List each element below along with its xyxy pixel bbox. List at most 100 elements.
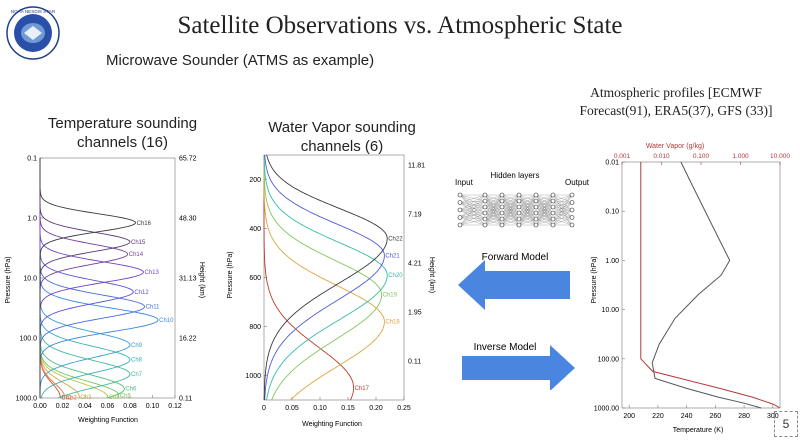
network-connection [535,218,554,226]
network-connection [501,200,520,226]
temperature-series-label: Ch14 [129,252,144,258]
network-node [533,210,539,216]
page-number: 5 [774,411,798,437]
network-node [499,192,505,198]
network-connection [552,200,573,203]
temperature-series-label: Ch2 [66,396,78,402]
temperature-xlabel: Weighting Function [78,417,138,424]
network-connection [459,217,486,226]
profiles-panel-title: Atmospheric profiles [ECMWF Forecast(91)… [579,85,773,118]
profile-plot-frame [621,161,781,409]
network-connection [552,206,573,211]
network-connection [518,218,537,226]
hidden-layers-label: Hidden layers [491,171,540,180]
temperature-x-tick-label: 0.00 [33,403,47,410]
network-connection [484,194,503,220]
profile-y-tick-label: 100.00 [598,356,620,363]
network-connection [501,194,520,214]
water-vapor-y2-tick-label: 0.11 [408,358,421,365]
water-vapor-series-ch17 [263,155,355,401]
network-node [499,222,505,228]
water-vapor-y-tick-label: 600 [249,275,261,282]
network-connection [501,194,520,220]
water-vapor-weighting-chart: Pressure (hPa) Height (km) Weighting Fun… [227,154,435,428]
profile-x-tick-label: 260 [710,413,722,420]
network-connection [552,200,573,226]
network-connection [535,200,554,226]
temperature-series-ch16 [39,158,137,398]
network-connection [552,212,573,218]
temperature-series-ch5 [39,158,120,399]
network-node [569,192,575,198]
temperature-series-label: Ch6 [125,387,137,393]
network-connection [459,202,486,208]
profile-top-label: Water Vapor (g/kg) [646,143,704,150]
profile-y-tick-label: 0.10 [605,209,619,216]
atmospheric-profile-chart: Water Vapor (g/kg) Pressure (hPa) Temper… [591,143,790,434]
temperature-panel-title: Temperature sounding channels (16) [47,115,198,151]
water-vapor-y2-tick-label: 11.81 [408,162,425,169]
profile-x-tick-label: 200 [623,413,635,420]
water-vapor-x-tick-label: 0.20 [369,405,383,412]
network-connection [552,200,573,211]
network-node [516,222,522,228]
temperature-series-label: Ch13 [145,270,160,276]
network-connection [518,194,537,226]
network-connection [552,194,573,226]
svg-text:NOAA NESDIS STAR: NOAA NESDIS STAR [11,9,56,14]
network-node [499,198,505,204]
network-connection [552,212,573,226]
profile-top-tick-label: 1.000 [732,153,749,160]
output-label: Output [565,178,590,187]
temperature-series-label: Ch8 [131,358,143,364]
network-connection [484,218,503,226]
noaa-star-logo: NOAA NESDIS STAR [6,6,60,60]
water-vapor-series-ch19 [263,155,383,401]
network-connection [552,218,573,226]
network-connection [501,194,520,226]
network-connection [459,202,486,220]
network-node [533,198,539,204]
temperature-y-tick-label: 0.1 [27,156,37,163]
temperature-y-tick-label: 100.0 [19,336,37,343]
network-connection [535,194,554,220]
input-label: Input [455,178,474,187]
network-connection [552,202,573,208]
water-vapor-series-label: Ch18 [385,320,400,326]
water-vapor-series-label: Ch19 [383,293,398,299]
network-connection [552,194,573,211]
network-connection [518,212,537,226]
temperature-y2-tick-label: 0.11 [179,396,192,403]
water-vapor-y-tick-label: 400 [249,226,261,233]
network-connection [552,206,573,218]
network-connection [484,206,503,226]
profile-top-tick-label: 0.100 [693,153,710,160]
temperature-series-label: Ch7 [131,372,143,378]
network-connection [552,194,573,218]
network-connection [535,206,554,226]
network-connection [459,206,486,211]
network-node [457,207,463,213]
network-connection [459,194,486,203]
forward-model-arrow [458,260,570,310]
water-vapor-y2-tick-label: 4.21 [408,260,422,267]
temperature-series-label: Ch9 [131,343,143,349]
network-node [482,216,488,222]
network-connection [552,209,573,214]
network-node [516,204,522,210]
network-connection [484,212,503,226]
network-connection [535,194,554,214]
network-node [499,216,505,222]
network-connection [459,206,486,218]
water-vapor-x-tick-label: 0.10 [313,405,327,412]
temperature-profile-line [651,161,762,409]
profile-y-tick-label: 0.01 [605,160,619,167]
network-node [550,204,556,210]
temperature-x-tick-label: 0.02 [56,403,70,410]
network-connection [459,200,486,211]
network-node [457,215,463,220]
network-connection [552,194,573,202]
temperature-series-label: Ch10 [159,318,174,324]
temperature-y-tick-label: 10.0 [23,276,37,283]
temperature-x-tick-label: 0.08 [123,403,137,410]
